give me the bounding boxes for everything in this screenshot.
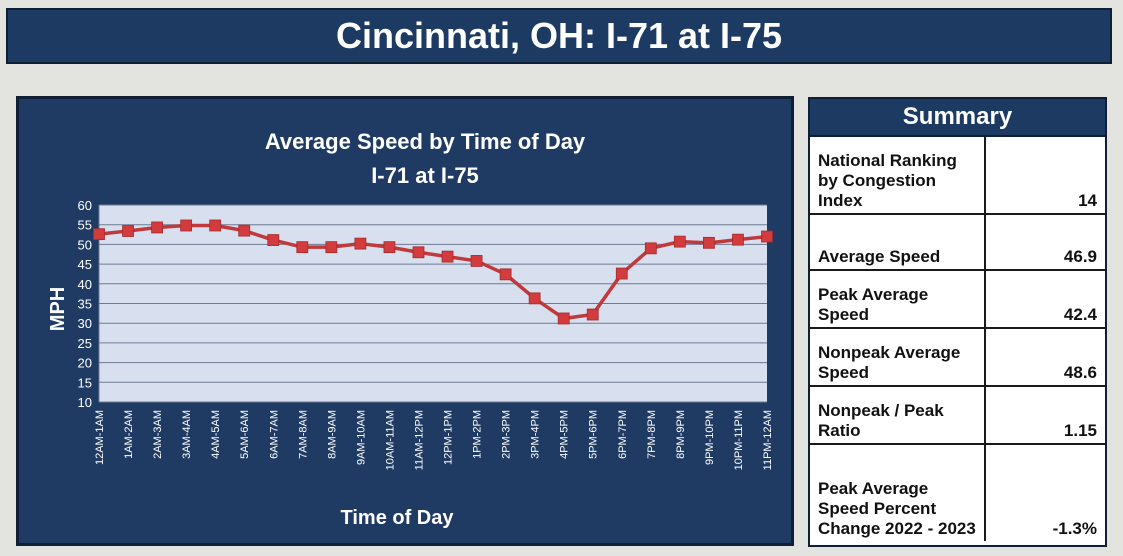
x-tick-label: 8PM-9PM [675, 410, 687, 459]
data-point-marker [499, 268, 512, 281]
data-point-marker [586, 308, 599, 321]
y-axis-label: MPH [47, 287, 69, 331]
summary-row-label: Average Speed [810, 215, 986, 269]
x-tick-label: 6AM-7AM [268, 410, 280, 459]
data-point-marker [354, 237, 367, 250]
data-point-marker [412, 246, 425, 259]
x-tick-label: 1AM-2AM [123, 410, 135, 459]
x-tick-label: 12PM-1PM [443, 410, 455, 465]
x-tick-label: 12AM-1AM [94, 410, 106, 465]
y-tick-label: 40 [78, 277, 92, 292]
y-tick-label: 60 [78, 198, 92, 213]
y-tick-label: 25 [78, 336, 92, 351]
summary-row-label: Peak Average Speed [810, 271, 986, 327]
x-tick-label: 5PM-6PM [588, 410, 600, 459]
data-point-marker [557, 312, 570, 325]
summary-row: Nonpeak / Peak Ratio 1.15 [810, 387, 1105, 445]
x-tick-label: 6PM-7PM [617, 410, 629, 459]
summary-row-value: 14 [1078, 191, 1097, 210]
x-tick-label: 10AM-11AM [384, 410, 396, 470]
summary-row: Peak Average Speed 42.4 [810, 271, 1105, 329]
summary-row-value: 1.15 [1063, 421, 1097, 440]
data-point-marker [93, 228, 105, 241]
summary-row-value: 48.6 [1063, 363, 1097, 382]
summary-row-label: Nonpeak Average Speed [810, 329, 986, 385]
data-point-marker [180, 219, 193, 232]
x-tick-label: 1PM-2PM [472, 410, 484, 459]
x-tick-label: 11AM-12PM [413, 410, 425, 470]
x-tick-label: 11PM-12AM [762, 410, 774, 470]
speed-chart: Average Speed by Time of Day I-71 at I-7… [47, 129, 774, 529]
y-tick-label: 20 [78, 356, 92, 371]
data-point-marker [122, 225, 134, 237]
chart-subtitle: I-71 at I-75 [371, 163, 479, 188]
x-axis-label: Time of Day [341, 507, 455, 529]
summary-row: Nonpeak Average Speed 48.6 [810, 329, 1105, 387]
x-tick-label: 2PM-3PM [501, 410, 513, 459]
y-tick-label: 45 [78, 257, 92, 272]
summary-row: Peak Average Speed Percent Change 2022 -… [810, 445, 1105, 541]
summary-table: Summary National Ranking by Congestion I… [808, 97, 1107, 547]
x-tick-label: 3PM-4PM [530, 410, 542, 459]
data-point-marker [209, 219, 222, 232]
x-tick-label: 8AM-9AM [326, 410, 338, 459]
y-tick-label: 55 [78, 218, 92, 233]
x-tick-label: 7PM-8PM [646, 410, 658, 459]
data-point-marker [470, 255, 483, 267]
page-title-banner: Cincinnati, OH: I-71 at I-75 [6, 8, 1112, 64]
x-tick-label: 7AM-8AM [297, 410, 309, 459]
data-point-marker [238, 224, 251, 237]
summary-row-label: Nonpeak / Peak Ratio [810, 387, 986, 443]
x-tick-label: 2AM-3AM [152, 410, 164, 459]
data-point-marker [761, 230, 773, 243]
data-point-marker [528, 292, 541, 305]
chart-panel: Average Speed by Time of Day I-71 at I-7… [16, 96, 794, 546]
summary-row-label: National Ranking by Congestion Index [810, 137, 986, 213]
data-point-marker [644, 242, 657, 255]
data-point-marker [325, 241, 338, 254]
data-point-marker [732, 233, 744, 246]
data-point-marker [703, 236, 715, 249]
y-tick-label: 15 [78, 375, 92, 390]
page-title: Cincinnati, OH: I-71 at I-75 [335, 15, 783, 56]
data-point-marker [383, 241, 396, 254]
x-tick-label: 4AM-5AM [210, 410, 222, 459]
x-tick-label: 4PM-5PM [559, 410, 571, 459]
data-point-marker [441, 250, 454, 263]
data-point-marker [673, 235, 686, 248]
data-point-marker [296, 241, 309, 254]
x-tick-label: 3AM-4AM [181, 410, 193, 459]
y-tick-label: 50 [78, 237, 92, 252]
summary-row-value: -1.3% [1052, 519, 1097, 538]
summary-row: Average Speed 46.9 [810, 215, 1105, 271]
x-tick-label: 5AM-6AM [239, 410, 251, 459]
summary-row-value: 42.4 [1063, 305, 1097, 324]
data-point-marker [267, 234, 280, 246]
x-tick-label: 10PM-11PM [733, 410, 745, 470]
data-point-marker [151, 221, 163, 234]
x-tick-label: 9PM-10PM [704, 410, 716, 465]
summary-row: National Ranking by Congestion Index 14 [810, 137, 1105, 215]
y-tick-label: 35 [78, 297, 92, 312]
summary-row-label: Peak Average Speed Percent Change 2022 -… [810, 445, 986, 541]
y-tick-label: 30 [78, 316, 92, 331]
data-point-marker [615, 267, 628, 280]
y-tick-label: 10 [78, 395, 92, 410]
x-tick-label: 9AM-10AM [355, 410, 367, 465]
chart-title: Average Speed by Time of Day [265, 129, 586, 154]
summary-title: Summary [810, 99, 1105, 137]
summary-row-value: 46.9 [1063, 247, 1097, 266]
